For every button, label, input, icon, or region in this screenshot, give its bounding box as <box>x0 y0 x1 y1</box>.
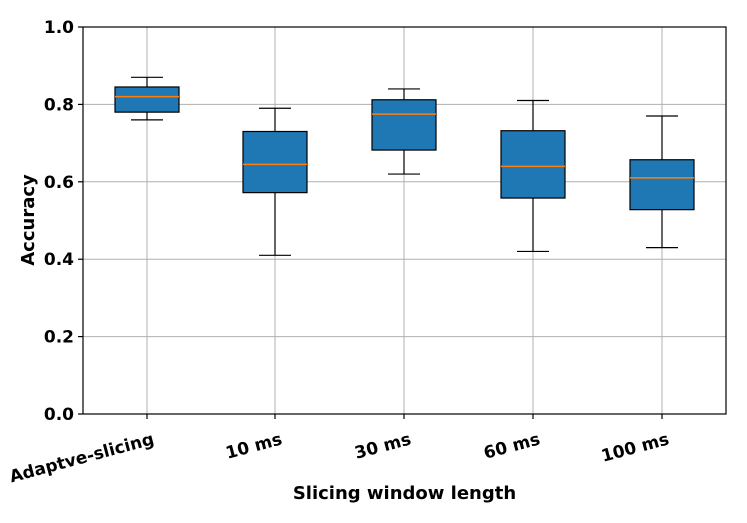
x-axis: Adaptve-slicing 10 ms 30 ms 60 ms 100 ms <box>7 414 671 487</box>
iqr-box <box>242 130 308 194</box>
box-series-3 <box>500 99 566 253</box>
iqr-box <box>114 86 180 113</box>
x-tick-label: Adaptve-slicing <box>7 430 156 488</box>
box-series-2 <box>371 88 437 175</box>
iqr-box <box>629 159 695 211</box>
x-axis-label: Slicing window length <box>293 483 516 504</box>
x-tick-label: 100 ms <box>599 430 671 467</box>
y-tick-label: 0.8 <box>44 95 74 115</box>
y-axis-label: Accuracy <box>18 174 39 266</box>
box-series-1 <box>242 107 308 256</box>
y-axis: 0.0 0.2 0.4 0.6 0.8 1.0 <box>44 18 83 425</box>
box-series-0 <box>114 76 180 121</box>
y-tick-label: 0.4 <box>44 250 74 270</box>
iqr-box <box>371 99 437 151</box>
x-tick-label: 30 ms <box>353 430 414 464</box>
iqr-box <box>500 130 566 199</box>
y-tick-label: 0.2 <box>44 328 74 348</box>
box-series-4 <box>629 115 695 249</box>
x-tick-label: 10 ms <box>224 430 285 464</box>
x-tick-label: 60 ms <box>482 430 543 464</box>
y-tick-label: 0.0 <box>44 405 74 425</box>
grid-layer <box>83 26 726 415</box>
y-tick-label: 1.0 <box>44 18 74 38</box>
box-layer <box>114 76 695 256</box>
y-tick-label: 0.6 <box>44 173 74 193</box>
